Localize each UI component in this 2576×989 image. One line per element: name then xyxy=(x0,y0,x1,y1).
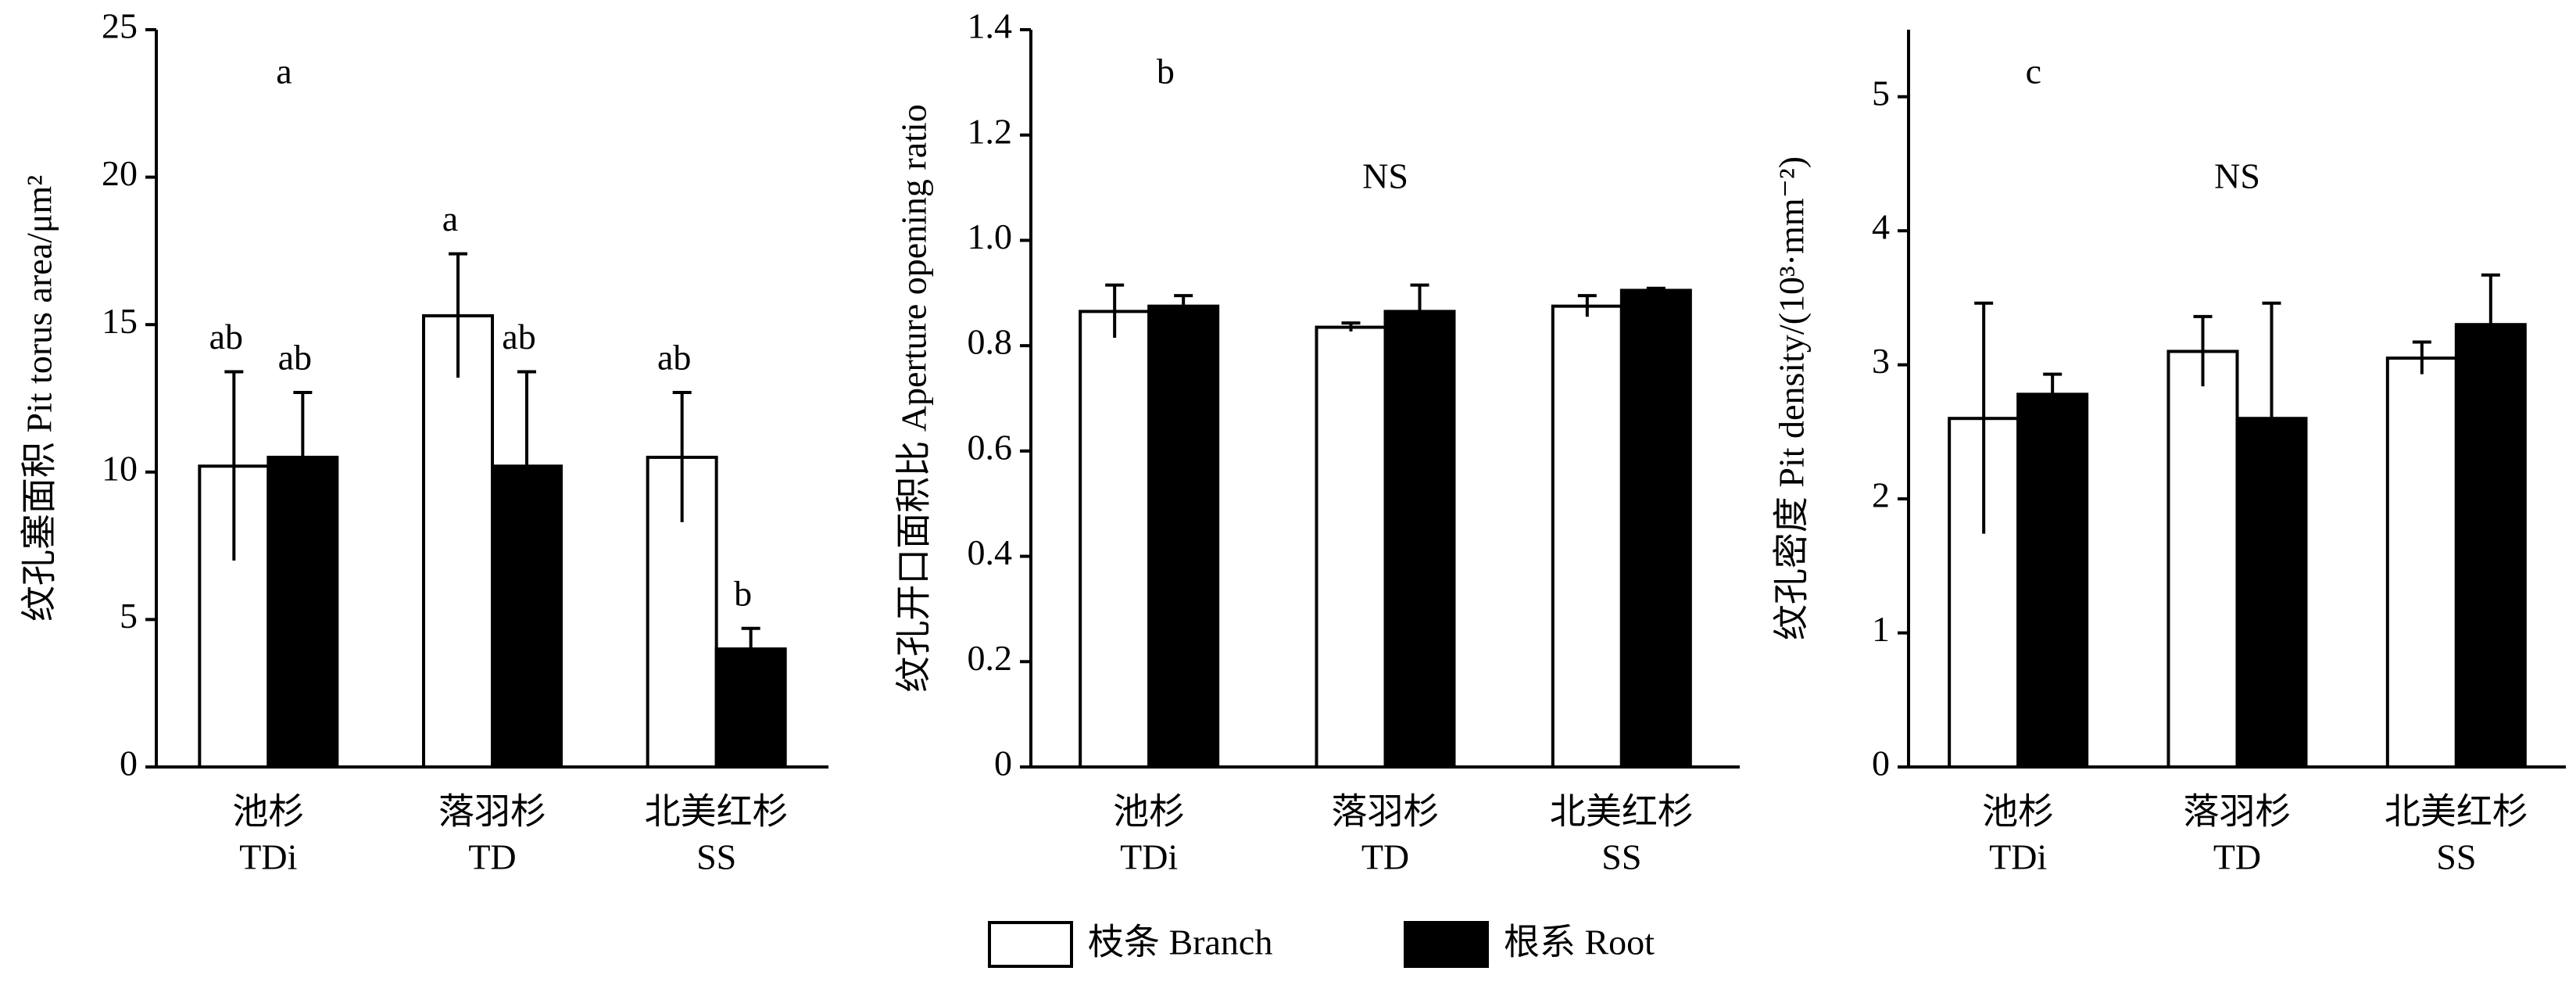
y-tick-label: 0.4 xyxy=(968,532,1013,572)
x-tick-label-en: TD xyxy=(2213,837,2261,877)
x-tick-label: 池杉 xyxy=(1982,790,2054,833)
x-tick-label-en: SS xyxy=(696,837,736,877)
x-tick-label: 池杉 xyxy=(232,790,304,833)
x-tick-label: 落羽杉 xyxy=(2184,790,2292,833)
bar xyxy=(1079,310,1151,769)
y-tick-label: 20 xyxy=(102,153,138,193)
significance-letter: a xyxy=(442,199,458,238)
y-tick-label: 0.6 xyxy=(968,427,1013,467)
error-bar xyxy=(449,252,467,378)
bar xyxy=(1551,304,1623,769)
legend-swatch xyxy=(988,921,1073,968)
error-bar xyxy=(2481,273,2500,374)
significance-letter: b xyxy=(734,573,752,613)
bar xyxy=(1619,288,1692,769)
significance-letter: ab xyxy=(502,317,535,357)
y-tick-label: 3 xyxy=(1872,341,1890,381)
y-tick-label: 1 xyxy=(1872,609,1890,649)
y-tick-label: 0.2 xyxy=(968,638,1013,678)
error-bar xyxy=(1341,321,1361,331)
error-bar xyxy=(1577,294,1597,317)
x-tick-label-en: TD xyxy=(1361,837,1409,877)
significance-letter: ab xyxy=(657,338,691,378)
x-tick-label-en: TD xyxy=(468,837,516,877)
error-bar xyxy=(2412,340,2431,374)
y-tick-label: 5 xyxy=(1872,73,1890,113)
x-tick-label: 北美红杉 xyxy=(645,790,789,833)
error-bar xyxy=(1974,301,1994,534)
bar xyxy=(1383,310,1456,769)
error-bar xyxy=(2193,314,2213,387)
x-tick-label: 北美红杉 xyxy=(2385,790,2528,833)
error-bar xyxy=(2043,372,2063,415)
y-tick-label: 0.8 xyxy=(968,322,1013,362)
error-bar xyxy=(1646,286,1665,293)
error-bar xyxy=(1105,283,1125,339)
bar xyxy=(1147,304,1220,769)
y-axis-label: 纹孔密度 Pit density/(10³·mm⁻²) xyxy=(1772,156,1812,640)
x-tick-label-en: SS xyxy=(1601,837,1641,877)
error-bar xyxy=(1410,283,1429,339)
error-bar xyxy=(224,370,244,561)
y-tick-label: 0 xyxy=(994,744,1012,783)
bar xyxy=(2166,349,2239,769)
x-tick-label: 落羽杉 xyxy=(1332,790,1440,833)
y-axis-label: 纹孔开口面积比 Aperture opening ratio xyxy=(894,104,934,692)
x-tick-label: 落羽杉 xyxy=(438,790,546,833)
x-tick-label-en: TDi xyxy=(1989,837,2047,877)
error-bar xyxy=(293,390,313,522)
bar xyxy=(491,464,563,769)
x-tick-label: 北美红杉 xyxy=(1550,790,1694,833)
error-bar xyxy=(2262,301,2281,534)
error-bar xyxy=(741,626,760,670)
panel-label: a xyxy=(276,52,292,91)
bar xyxy=(1315,325,1387,769)
y-tick-label: 1.2 xyxy=(968,111,1013,151)
bar xyxy=(422,314,494,769)
y-tick-label: 15 xyxy=(102,301,138,341)
annotation: NS xyxy=(2214,156,2260,196)
error-bar xyxy=(517,370,536,561)
panel-label: b xyxy=(1157,52,1175,91)
legend-swatch xyxy=(1404,921,1489,968)
significance-letter: ab xyxy=(278,338,312,378)
y-tick-label: 25 xyxy=(102,6,138,46)
annotation: NS xyxy=(1362,156,1408,196)
legend-label: 根系 Root xyxy=(1504,923,1655,962)
y-tick-label: 1.4 xyxy=(968,6,1013,46)
y-tick-label: 5 xyxy=(120,596,138,636)
legend-label: 枝条 Branch xyxy=(1088,923,1272,962)
y-tick-label: 1.0 xyxy=(968,217,1013,256)
error-bar xyxy=(672,390,692,522)
significance-letter: ab xyxy=(209,317,243,357)
bar xyxy=(2454,323,2527,769)
y-tick-label: 0 xyxy=(120,744,138,783)
x-tick-label-en: SS xyxy=(2436,837,2476,877)
x-tick-label: 池杉 xyxy=(1113,790,1185,833)
panel-label: c xyxy=(2026,52,2041,91)
y-tick-label: 2 xyxy=(1872,475,1890,515)
x-tick-label-en: TDi xyxy=(239,837,297,877)
y-tick-label: 0 xyxy=(1872,744,1890,783)
y-axis-label: 纹孔塞面积 Pit torus area/μm² xyxy=(20,175,59,622)
y-tick-label: 4 xyxy=(1872,207,1890,247)
error-bar xyxy=(1174,294,1193,317)
bar xyxy=(2016,392,2089,769)
x-tick-label-en: TDi xyxy=(1120,837,1178,877)
bar xyxy=(2385,357,2458,769)
y-tick-label: 10 xyxy=(102,448,138,488)
